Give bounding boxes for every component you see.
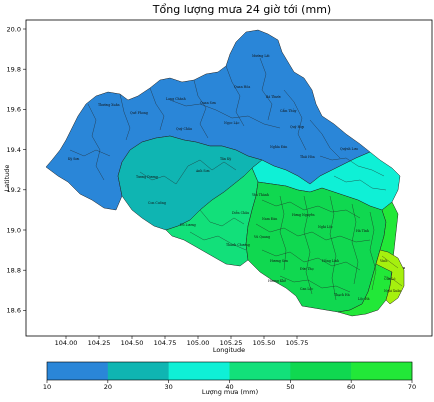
x-tick-label: 104.00 (55, 339, 78, 347)
x-tick-label: 105.50 (253, 339, 276, 347)
label-huong-khe: Hương Khê (268, 279, 286, 283)
label-tan-ky: Tân Kỳ (220, 157, 231, 161)
label-huong-son: Hương Sơn (270, 259, 288, 263)
colorbar-tick-label: 60 (347, 383, 355, 391)
label-quynh-luu: Quỳnh Lưu (340, 147, 358, 151)
colorbar-segment (107, 362, 169, 380)
colorbar-segment (229, 362, 291, 380)
label-cam-thuy: Cẩm Thủy (280, 108, 297, 113)
colorbar-tick-label: 40 (225, 383, 233, 391)
x-tick-label: 105.00 (187, 339, 210, 347)
label-quan-son: Quan Sơn (200, 101, 216, 105)
colorbar-tick-label: 50 (286, 383, 294, 391)
label-tuong-duong: Tương Dương (136, 175, 158, 179)
y-tick-label: 19.4 (7, 146, 21, 154)
colorbar-tick-label: 30 (165, 383, 173, 391)
island-marker (403, 267, 405, 269)
label-can-loc: Can Lộc (300, 287, 313, 291)
label-do-luong: Đô Lương (180, 223, 196, 227)
label-duc-tho: Đức Thọ (300, 266, 314, 271)
x-tick-label: 105.75 (286, 339, 309, 347)
label-cua-lo: Cửa Lò (384, 276, 396, 281)
label-que-phong: Quế Phong (130, 111, 148, 115)
district-boundaries (69, 57, 403, 301)
label-hong-linh: Hồng Lĩnh (322, 259, 339, 263)
colorbar-tick-label: 70 (408, 383, 416, 391)
label-hung-nguyen: Hưng Nguyên (292, 213, 315, 217)
label-quy-chau: Quỳ Châu (176, 127, 192, 131)
label-nghi-xuan: Nghi Xuân (384, 289, 401, 293)
district-labels: Mường Lát Quan Hóa Bá Thước Cẩm Thủy Qua… (68, 54, 401, 301)
label-ha-tinh: Hà Tĩnh (356, 229, 369, 233)
label-ngoc-lac: Ngọc Lặc (224, 120, 240, 125)
colorbar-segment (351, 362, 413, 380)
x-axis-label: Longitude (213, 346, 245, 354)
label-thai-hoa: Thái Hòa (300, 155, 315, 159)
label-thach-ha: Thạch Hà (334, 293, 350, 297)
y-tick-label: 18.8 (7, 267, 21, 275)
label-loc-ha: Lộc Hà (358, 297, 370, 301)
y-axis-label: Latitude (3, 165, 11, 192)
colorbar-segment (290, 362, 352, 380)
y-tick-label: 18.6 (7, 307, 21, 315)
x-tick-label: 104.75 (154, 339, 177, 347)
x-tick-label: 105.25 (220, 339, 243, 347)
x-tick-label: 104.50 (121, 339, 144, 347)
y-tick-label: 19.2 (7, 186, 21, 194)
province-map (45, 29, 405, 317)
label-vu-quang: Vũ Quang (253, 235, 270, 239)
colorbar-segment (168, 362, 230, 380)
colorbar-tick-label: 10 (43, 383, 51, 391)
x-tick-label: 104.25 (88, 339, 111, 347)
label-lang-chanh: Lang Chánh (166, 97, 186, 101)
colorbar-label: Lượng mưa (mm) (202, 388, 258, 396)
colorbar-tick-label: 20 (104, 383, 112, 391)
label-quan-hoa: Quan Hóa (234, 85, 250, 89)
label-nghia-dan: Nghĩa Đàn (270, 145, 287, 149)
y-tick-label: 20.0 (7, 25, 21, 33)
label-nam-dan: Nam Đàn (262, 217, 277, 221)
label-ba-thuoc: Bá Thước (266, 95, 281, 99)
region-yellowgreen-coast (375, 249, 405, 305)
label-ky-son: Kỳ Sơn (68, 157, 79, 161)
y-tick-label: 19.6 (7, 106, 21, 114)
label-quy-hop: Quỳ Hợp (290, 125, 304, 129)
label-dien-chau: Diễn Châu (232, 210, 249, 215)
label-vinh: Vinh (379, 259, 387, 263)
y-tick-label: 19.8 (7, 66, 21, 74)
label-con-cuong: Con Cuông (148, 201, 166, 205)
colorbar: 10 20 30 40 50 60 70 (43, 361, 416, 391)
label-yen-thanh: Yên Thành (251, 193, 269, 197)
label-anh-son: Anh Sơn (195, 169, 210, 173)
region-green-coast (337, 201, 399, 317)
x-axis-ticks: 104.00 104.25 104.50 104.75 105.00 105.25 105.… (55, 336, 309, 347)
label-nghi-loc: Nghi Lộc (318, 225, 333, 229)
label-muong-lat: Mường Lát (252, 54, 270, 58)
map-title: Tổng lượng mưa 24 giờ tới (mm) (152, 3, 331, 16)
y-axis-ticks: 20.0 19.8 19.6 19.4 19.2 19.0 18.8 18.6 (7, 25, 26, 315)
y-tick-label: 19.0 (7, 226, 21, 234)
label-thanh-chuong: Thanh Chương (226, 243, 250, 247)
colorbar-segment (47, 362, 109, 380)
label-thuong-xuan: Thường Xuân (98, 103, 120, 107)
